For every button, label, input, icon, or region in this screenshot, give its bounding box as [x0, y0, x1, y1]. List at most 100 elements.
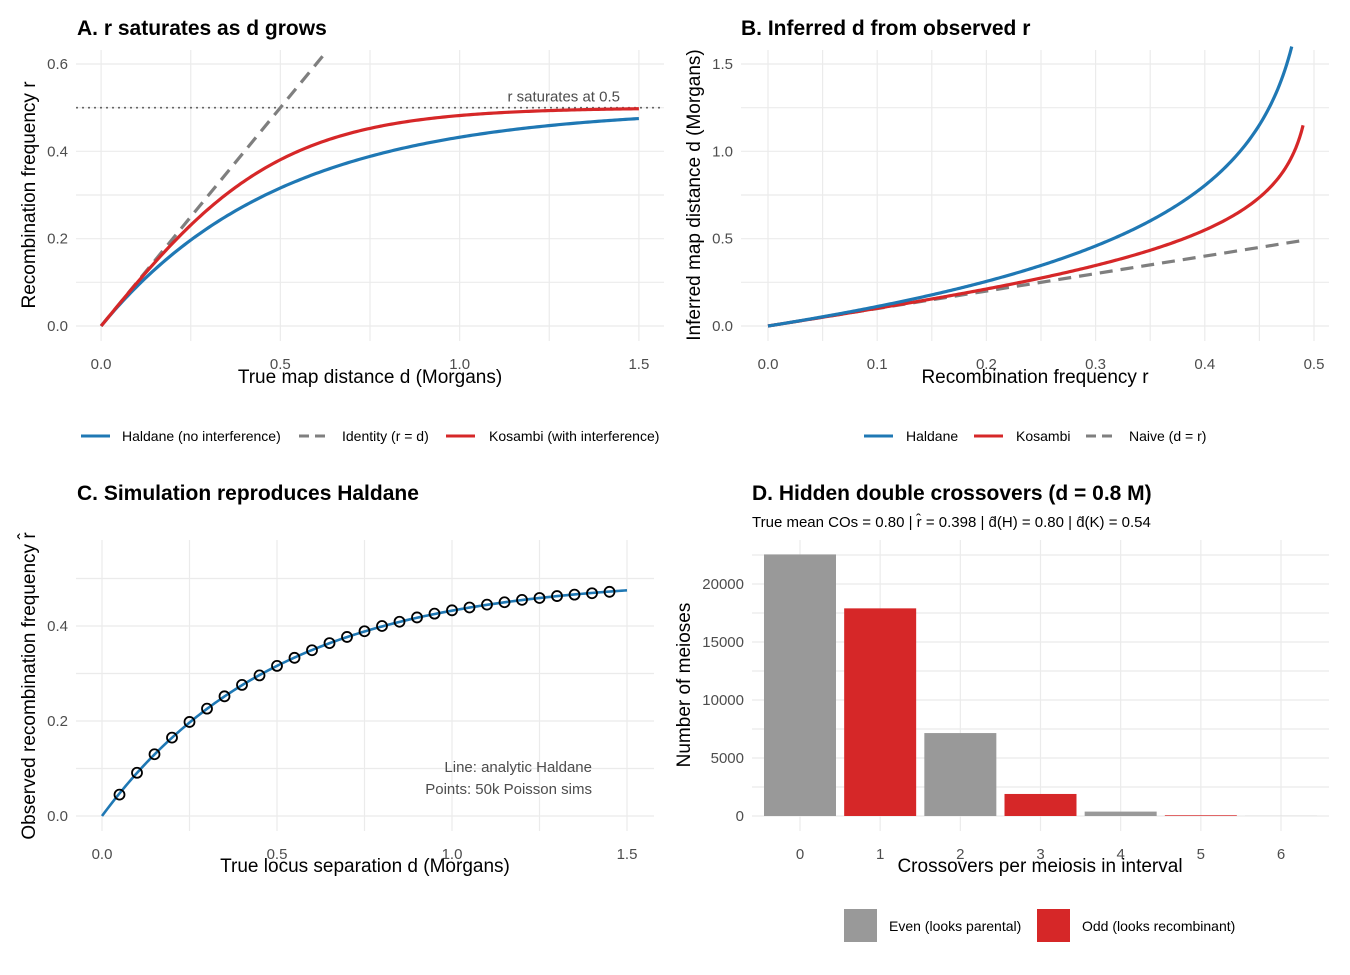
x-tick-label: 1.5 — [617, 846, 638, 863]
sim-point — [236, 679, 248, 691]
sim-point — [498, 596, 511, 609]
sim-point — [603, 585, 616, 598]
y-tick-label: 0.6 — [47, 56, 68, 73]
x-tick-label: 2 — [956, 846, 964, 863]
x-tick-label: 0.4 — [1194, 356, 1215, 373]
y-tick-label: 0.2 — [47, 231, 68, 248]
legend-label-odd: Odd (looks recombinant) — [1082, 918, 1235, 934]
sim-point — [323, 637, 336, 649]
bar-3 — [1004, 793, 1077, 816]
series-haldane — [99, 116, 639, 328]
x-tick-label: 0.0 — [91, 356, 112, 373]
legend-label-naive: Naive (d = r) — [1129, 428, 1206, 444]
bar-2 — [924, 733, 997, 816]
panel-b-x-title: Recombination frequency r — [921, 367, 1149, 388]
series-analytic-haldane — [100, 589, 628, 817]
y-tick-label: 10000 — [702, 692, 744, 709]
legend-label-kosambi: Kosambi — [1016, 428, 1070, 444]
sim-point — [446, 604, 458, 617]
y-tick-label: 20000 — [702, 576, 744, 593]
legend-key-odd — [1037, 909, 1070, 942]
x-tick-label: 6 — [1277, 846, 1285, 863]
y-tick-label: 0.0 — [712, 318, 733, 335]
x-tick-label: 0.0 — [92, 846, 113, 863]
sim-point — [481, 598, 493, 611]
x-tick-label: 0.5 — [267, 846, 288, 863]
x-tick-label: 0.3 — [1085, 356, 1106, 373]
annotation-points: Points: 50k Poisson sims — [425, 781, 592, 798]
sim-point — [586, 587, 598, 600]
y-tick-label: 0.2 — [47, 713, 68, 730]
simulation-points — [113, 585, 616, 801]
x-tick-label: 0.1 — [867, 356, 888, 373]
panel-c-title: C. Simulation reproduces Haldane — [77, 482, 419, 505]
sim-point — [183, 716, 196, 728]
saturation-label: r saturates at 0.5 — [507, 89, 620, 106]
panel-d-bars — [764, 554, 1317, 816]
sim-point — [166, 731, 178, 744]
y-tick-label: 0.0 — [47, 318, 68, 335]
bar-1 — [844, 608, 917, 816]
panel-d-legend: Even (looks parental) Odd (looks recombi… — [844, 909, 1235, 942]
panel-d-ticks: 0 1 2 3 4 5 6 0 5000 10000 15000 20000 — [702, 576, 1285, 863]
panel-d-title: D. Hidden double crossovers (d = 0.8 M) — [752, 482, 1152, 505]
y-tick-label: 0.5 — [712, 231, 733, 248]
legend-label-haldane: Haldane — [906, 428, 958, 444]
bar-5 — [1164, 815, 1237, 816]
panel-a-ticks: 0.0 0.5 1.0 1.5 0.0 0.2 0.4 0.6 — [47, 56, 649, 373]
legend-label-haldane: Haldane (no interference) — [122, 428, 281, 444]
legend-key-even — [844, 909, 877, 942]
x-tick-label: 1 — [876, 846, 884, 863]
panel-c-y-title: Observed recombination frequency r̂ — [17, 532, 40, 840]
sim-point — [201, 702, 213, 715]
panel-d-grid — [752, 540, 1329, 831]
series-kosambi — [99, 107, 639, 328]
panel-b-ticks: 0.0 0.1 0.2 0.3 0.4 0.5 0.0 0.5 1.0 1.5 — [712, 56, 1324, 373]
x-tick-label: 0.5 — [1304, 356, 1325, 373]
sim-point — [411, 611, 423, 624]
sim-point — [358, 625, 371, 638]
panel-a-y-title: Recombination frequency r — [19, 81, 40, 309]
y-tick-label: 1.5 — [712, 56, 733, 73]
legend-label-identity: Identity (r = d) — [342, 428, 429, 444]
legend-label-even: Even (looks parental) — [889, 918, 1021, 934]
panel-a-title: A. r saturates as d grows — [77, 17, 327, 40]
sim-point — [271, 660, 283, 672]
panel-c-ticks: 0.0 0.5 1.0 1.5 0.0 0.2 0.4 — [47, 618, 637, 863]
sim-point — [131, 766, 143, 779]
sim-point — [306, 644, 318, 657]
x-tick-label: 4 — [1116, 846, 1124, 863]
y-tick-label: 0.0 — [47, 808, 68, 825]
sim-point — [568, 588, 581, 601]
panel-d-subtitle: True mean COs = 0.80 | r̂ = 0.398 | d̂(H… — [752, 513, 1151, 531]
sim-point — [218, 690, 231, 703]
x-tick-label: 0.0 — [758, 356, 779, 373]
panel-d-y-title: Number of meioses — [674, 603, 695, 768]
panel-a-x-title: True map distance d (Morgans) — [238, 367, 502, 388]
sim-point — [113, 788, 126, 801]
panel-d: D. Hidden double crossovers (d = 0.8 M) … — [674, 482, 1329, 942]
x-tick-label: 0 — [796, 846, 804, 863]
y-tick-label: 5000 — [711, 750, 744, 767]
x-tick-label: 0.2 — [976, 356, 997, 373]
x-tick-label: 5 — [1197, 846, 1205, 863]
sim-point — [341, 631, 353, 643]
panel-a: A. r saturates as d grows 0.0 0.5 1.0 1.50.… — [19, 17, 664, 444]
panel-b-legend: Haldane Kosambi Naive (d = r) — [864, 428, 1206, 444]
x-tick-label: 1.5 — [628, 356, 649, 373]
x-tick-label: 1.0 — [442, 846, 463, 863]
panel-b-grid — [741, 50, 1329, 341]
panel-c: C. Simulation reproduces Haldane 0.0 0.5 1… — [17, 482, 654, 877]
sim-point — [393, 615, 406, 628]
panel-a-legend: Haldane (no interference) Identity (r = … — [81, 428, 659, 444]
annotation-line: Line: analytic Haldane — [444, 759, 592, 776]
sim-point — [533, 592, 546, 604]
panel-b-title: B. Inferred d from observed r — [741, 17, 1030, 40]
y-tick-label: 1.0 — [712, 143, 733, 160]
panel-b-y-title: Inferred map distance d (Morgans) — [684, 49, 705, 340]
sim-point — [253, 669, 266, 682]
y-tick-label: 0.4 — [47, 618, 68, 635]
sim-point — [288, 651, 301, 664]
sim-point — [148, 748, 161, 761]
